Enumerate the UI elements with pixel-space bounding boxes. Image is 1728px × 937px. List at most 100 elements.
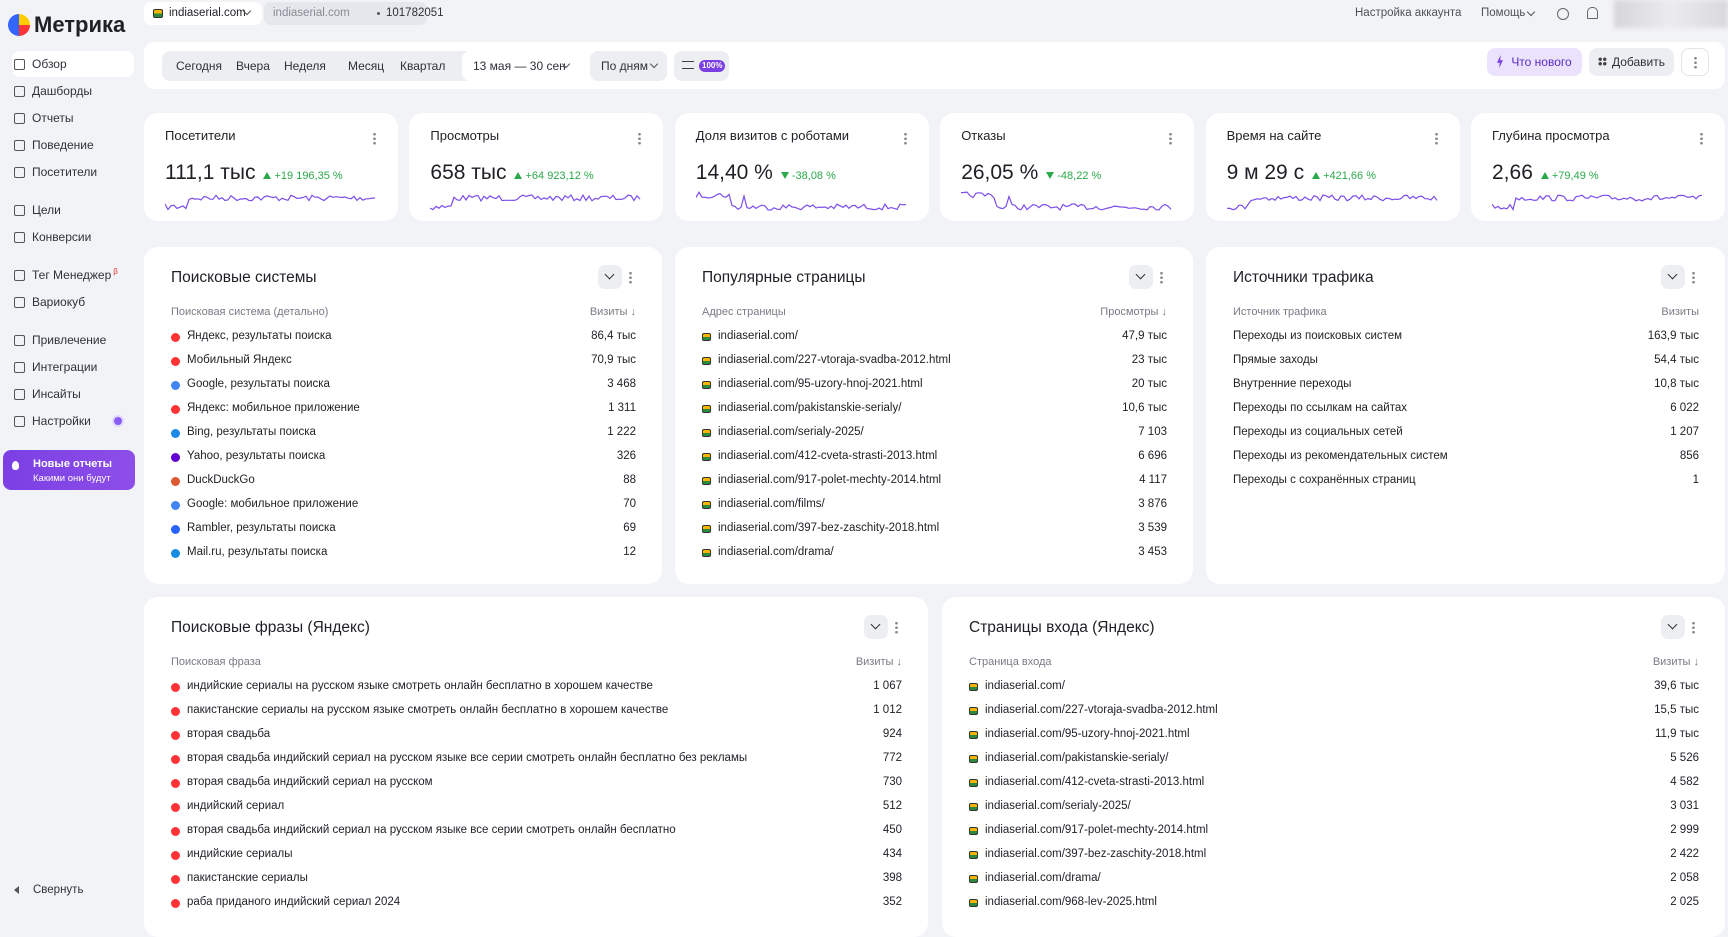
row-label[interactable]: DuckDuckGo xyxy=(187,474,255,486)
row-label[interactable]: indiaserial.com/serialy-2025/ xyxy=(718,426,864,438)
column-header-value[interactable]: Визиты xyxy=(1661,306,1699,318)
nav-item[interactable]: Цели xyxy=(12,197,134,223)
row-label[interactable]: Переходы с сохранённых страниц xyxy=(1233,474,1416,486)
row-label[interactable]: Google, результаты поиска xyxy=(187,378,330,390)
row-label[interactable]: пакистанские сериалы на русском языке см… xyxy=(187,704,668,716)
row-label[interactable]: indiaserial.com/95-uzory-hnoj-2021.html xyxy=(985,728,1190,740)
row-label[interactable]: indiaserial.com/917-polet-mechty-2014.ht… xyxy=(718,474,941,486)
metric-card[interactable]: Глубина просмотра2,66+79,49 % xyxy=(1471,113,1725,221)
whats-new-button[interactable]: Что нового xyxy=(1487,48,1582,76)
date-range[interactable]: 13 мая — 30 сен xyxy=(462,51,583,81)
row-label[interactable]: пакистанские сериалы xyxy=(187,872,308,884)
row-label[interactable]: Mail.ru, результаты поиска xyxy=(187,546,327,558)
nav-item[interactable]: Вариокуб xyxy=(12,289,134,315)
dots[interactable] xyxy=(629,271,632,284)
row-label[interactable]: вторая свадьба индийский сериал на русск… xyxy=(187,824,676,836)
dots[interactable] xyxy=(1692,621,1695,634)
row-label[interactable]: Яндекс, результаты поиска xyxy=(187,330,332,342)
bell-icon[interactable] xyxy=(1587,7,1598,19)
row-label[interactable]: вторая свадьба xyxy=(187,728,270,740)
row-label[interactable]: indiaserial.com/films/ xyxy=(718,498,825,510)
collapse-button[interactable]: Свернуть xyxy=(33,884,83,896)
row-label[interactable]: Переходы по ссылкам на сайтах xyxy=(1233,402,1407,414)
collapse-button[interactable] xyxy=(598,265,622,289)
filters-button[interactable]: 100% xyxy=(674,51,729,81)
row-label[interactable]: indiaserial.com/412-cveta-strasti-2013.h… xyxy=(718,450,937,462)
column-header-value[interactable]: Визиты ↓ xyxy=(590,306,636,318)
row-label[interactable]: indiaserial.com/drama/ xyxy=(985,872,1101,884)
row-label[interactable]: Переходы из социальных сетей xyxy=(1233,426,1403,438)
period-button[interactable]: Вчера xyxy=(236,51,270,81)
row-label[interactable]: Прямые заходы xyxy=(1233,354,1318,366)
nav-item[interactable]: Дашборды xyxy=(12,78,134,104)
row-label[interactable]: Внутренние переходы xyxy=(1233,378,1351,390)
metric-card[interactable]: Посетители111,1 тыс+19 196,35 % xyxy=(144,113,398,221)
row-label[interactable]: индийские сериалы xyxy=(187,848,292,860)
nav-item[interactable]: Конверсии xyxy=(12,224,134,250)
row-label[interactable]: Rambler, результаты поиска xyxy=(187,522,336,534)
row-label[interactable]: indiaserial.com/ xyxy=(718,330,798,342)
collapse-button[interactable] xyxy=(1661,615,1685,639)
more-button[interactable] xyxy=(1681,48,1709,76)
nav-item[interactable]: Настройки xyxy=(12,408,134,434)
row-label[interactable]: Яндекс: мобильное приложение xyxy=(187,402,360,414)
nav-item[interactable]: Интеграции xyxy=(12,354,134,380)
nav-item[interactable]: Обзор xyxy=(12,51,134,77)
nav-item[interactable]: Поведение xyxy=(12,132,134,158)
row-label[interactable]: вторая свадьба индийский сериал на русск… xyxy=(187,752,747,764)
nav-item[interactable]: Посетители xyxy=(12,159,134,185)
row-label[interactable]: Google: мобильное приложение xyxy=(187,498,358,510)
dots[interactable] xyxy=(895,621,898,634)
row-label[interactable]: Bing, результаты поиска xyxy=(187,426,316,438)
metric-card[interactable]: Отказы26,05 %-48,22 % xyxy=(940,113,1194,221)
collapse-button[interactable] xyxy=(1661,265,1685,289)
row-label[interactable]: indiaserial.com/227-vtoraja-svadba-2012.… xyxy=(985,704,1218,716)
collapse-button[interactable] xyxy=(864,615,888,639)
row-label[interactable]: indiaserial.com/95-uzory-hnoj-2021.html xyxy=(718,378,923,390)
column-header-value[interactable]: Визиты ↓ xyxy=(1653,656,1699,668)
row-label[interactable]: indiaserial.com/968-lev-2025.html xyxy=(985,896,1157,908)
period-button[interactable]: Сегодня xyxy=(176,51,222,81)
row-label[interactable]: indiaserial.com/pakistanskie-serialy/ xyxy=(718,402,901,414)
row-label[interactable]: indiaserial.com/serialy-2025/ xyxy=(985,800,1131,812)
nav-item[interactable]: Тег Менеджерβ xyxy=(12,262,134,288)
metric-card[interactable]: Просмотры658 тыс+64 923,12 % xyxy=(409,113,663,221)
row-label[interactable]: Переходы из рекомендательных систем xyxy=(1233,450,1448,462)
avatar-blurred[interactable] xyxy=(1614,0,1728,28)
row-label[interactable]: Yahoo, результаты поиска xyxy=(187,450,325,462)
row-label[interactable]: indiaserial.com/227-vtoraja-svadba-2012.… xyxy=(718,354,951,366)
promo-banner[interactable]: Новые отчетыКакими они будут xyxy=(3,450,135,490)
metric-card[interactable]: Доля визитов с роботами14,40 %-38,08 % xyxy=(675,113,929,221)
nav-item[interactable]: Привлечение xyxy=(12,327,134,353)
dots[interactable] xyxy=(1692,271,1695,284)
row-label[interactable]: indiaserial.com/drama/ xyxy=(718,546,834,558)
row-label[interactable]: индийский сериал xyxy=(187,800,284,812)
add-button[interactable]: Добавить xyxy=(1589,48,1674,76)
row-label[interactable]: indiaserial.com/397-bez-zaschity-2018.ht… xyxy=(985,848,1206,860)
row-label[interactable]: Мобильный Яндекс xyxy=(187,354,292,366)
row-label[interactable]: indiaserial.com/397-bez-zaschity-2018.ht… xyxy=(718,522,939,534)
collapse-button[interactable] xyxy=(1129,265,1153,289)
metric-card[interactable]: Время на сайте9 м 29 с+421,66 % xyxy=(1206,113,1460,221)
account-settings[interactable]: Настройка аккаунта xyxy=(1355,7,1461,19)
row-label[interactable]: indiaserial.com/412-cveta-strasti-2013.h… xyxy=(985,776,1204,788)
period-button[interactable]: Месяц xyxy=(348,51,384,81)
row-label[interactable]: вторая свадьба индийский сериал на русск… xyxy=(187,776,433,788)
chat-icon[interactable] xyxy=(1557,8,1569,20)
row-label[interactable]: indiaserial.com/pakistanskie-serialy/ xyxy=(985,752,1168,764)
row-label[interactable]: indiaserial.com/917-polet-mechty-2014.ht… xyxy=(985,824,1208,836)
period-button[interactable]: Квартал xyxy=(400,51,445,81)
nav-item[interactable]: Инсайты xyxy=(12,381,134,407)
row-label[interactable]: Переходы из поисковых систем xyxy=(1233,330,1402,342)
row-label[interactable]: раба приданого индийский сериал 2024 xyxy=(187,896,400,908)
row-label[interactable]: indiaserial.com/ xyxy=(985,680,1065,692)
nav-item[interactable]: Отчеты xyxy=(12,105,134,131)
column-header-value[interactable]: Просмотры ↓ xyxy=(1100,306,1167,318)
help[interactable]: Помощь xyxy=(1481,7,1525,19)
period-button[interactable]: Неделя xyxy=(284,51,326,81)
site-selector[interactable]: indiaserial.com xyxy=(144,2,262,25)
column-header-value[interactable]: Визиты ↓ xyxy=(856,656,902,668)
grouping-select[interactable]: По дням xyxy=(590,51,667,81)
row-label[interactable]: индийские сериалы на русском языке смотр… xyxy=(187,680,653,692)
dots[interactable] xyxy=(1160,271,1163,284)
